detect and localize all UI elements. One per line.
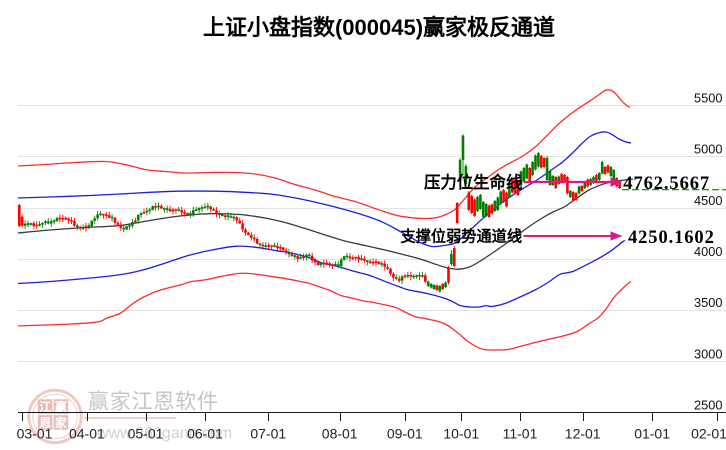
svg-text:赢家江恩软件: 赢家江恩软件: [88, 391, 219, 414]
svg-text:02-01: 02-01: [691, 426, 726, 442]
svg-text:11-01: 11-01: [503, 426, 538, 442]
svg-text:4500: 4500: [694, 193, 722, 208]
svg-text:2500: 2500: [694, 398, 722, 413]
svg-text:支撑位弱势通道线: 支撑位弱势通道线: [400, 227, 523, 245]
svg-text:家: 家: [55, 415, 68, 430]
svg-text:上证小盘指数(000045)赢家极反通道: 上证小盘指数(000045)赢家极反通道: [203, 15, 555, 40]
svg-text:4762.5667: 4762.5667: [623, 174, 710, 194]
svg-text:08-01: 08-01: [322, 426, 358, 442]
svg-text:4000: 4000: [694, 244, 722, 259]
svg-text:05-01: 05-01: [128, 426, 164, 442]
svg-text:恩: 恩: [39, 415, 51, 430]
svg-text:03-01: 03-01: [17, 426, 53, 442]
svg-text:10-01: 10-01: [443, 426, 479, 442]
svg-text:12-01: 12-01: [565, 426, 601, 442]
svg-text:压力位生命线: 压力位生命线: [424, 173, 523, 192]
svg-text:04-01: 04-01: [69, 426, 105, 442]
svg-text:06-01: 06-01: [187, 426, 223, 442]
svg-text:01-01: 01-01: [634, 426, 670, 442]
svg-text:07-01: 07-01: [250, 426, 286, 442]
svg-text:3000: 3000: [694, 346, 722, 361]
svg-text:09-01: 09-01: [387, 426, 423, 442]
svg-text:3500: 3500: [694, 295, 722, 310]
svg-text:江: 江: [39, 399, 51, 414]
svg-text:5500: 5500: [694, 90, 722, 105]
svg-text:5000: 5000: [694, 142, 722, 157]
svg-text:www.360gann.com: www.360gann.com: [96, 425, 232, 442]
svg-text:4250.1602: 4250.1602: [628, 228, 715, 248]
svg-text:赢: 赢: [55, 399, 67, 414]
